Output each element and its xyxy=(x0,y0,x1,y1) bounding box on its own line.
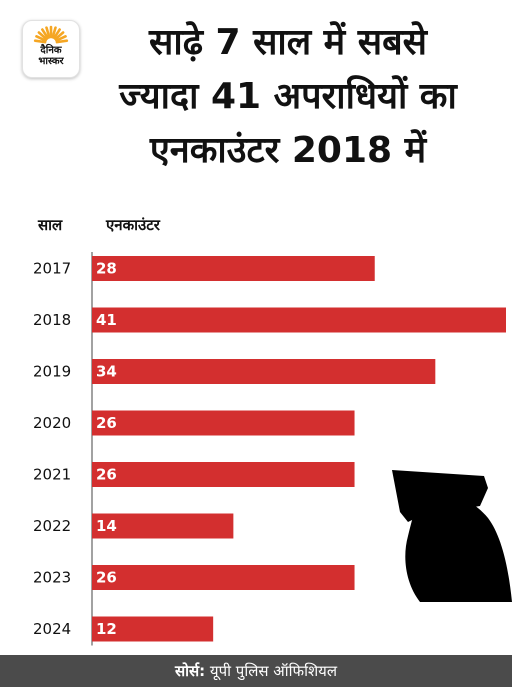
bar-2017 xyxy=(92,256,375,281)
value-label-2023: 26 xyxy=(96,569,117,587)
bar-2020 xyxy=(92,410,355,436)
value-label-2022: 14 xyxy=(96,517,117,535)
value-label-2018: 41 xyxy=(96,311,117,329)
year-label-2017: 2017 xyxy=(33,260,71,278)
title-line-1: साढ़े 7 साल में सबसे xyxy=(149,22,427,63)
bar-2021 xyxy=(92,462,355,487)
value-label-2017: 28 xyxy=(96,260,117,278)
sun-rays-icon xyxy=(33,25,69,44)
year-label-2019: 2019 xyxy=(33,363,71,381)
chart-title: साढ़े 7 साल में सबसे ज्यादा 41 अपराधियों… xyxy=(64,16,512,178)
year-label-2022: 2022 xyxy=(33,517,71,535)
source-label: सोर्स: xyxy=(174,662,206,680)
bar-chart: 2017 28 2018 41 2019 34 2020 26 2021 26 2022 14 2023… xyxy=(33,252,506,646)
value-label-2021: 26 xyxy=(96,466,117,484)
source-text: यूपी पुलिस ऑफिशियल xyxy=(209,662,338,680)
value-label-2019: 34 xyxy=(96,363,117,381)
year-column-header: साल xyxy=(38,216,63,234)
year-label-2021: 2021 xyxy=(33,466,71,484)
value-label-2024: 12 xyxy=(96,620,117,638)
logo-text-line1: दैनिक xyxy=(40,45,62,56)
bar-2022 xyxy=(92,513,234,539)
title-line-3: एनकाउंटर 2018 में xyxy=(149,130,427,171)
year-label-2024: 2024 xyxy=(33,620,71,638)
bar-2023 xyxy=(92,565,355,590)
source-footer: सोर्स: यूपी पुलिस ऑफिशियल xyxy=(0,655,512,687)
value-label-2020: 26 xyxy=(96,414,117,432)
encounter-column-header: एनकाउंटर xyxy=(106,216,160,234)
bar-2024 xyxy=(92,616,214,642)
logo-text-line2: भास्कर xyxy=(38,56,64,67)
title-line-2: ज्यादा 41 अपराधियों का xyxy=(119,76,457,117)
year-label-2023: 2023 xyxy=(33,569,71,587)
dainik-bhaskar-logo: दैनिक भास्कर xyxy=(22,20,80,78)
year-label-2020: 2020 xyxy=(33,414,71,432)
pistol-silhouette-icon xyxy=(392,470,512,602)
bar-2019 xyxy=(92,359,436,384)
year-label-2018: 2018 xyxy=(33,311,71,329)
logo-text: दैनिक भास्कर xyxy=(23,45,79,67)
bar-2018 xyxy=(92,307,506,333)
